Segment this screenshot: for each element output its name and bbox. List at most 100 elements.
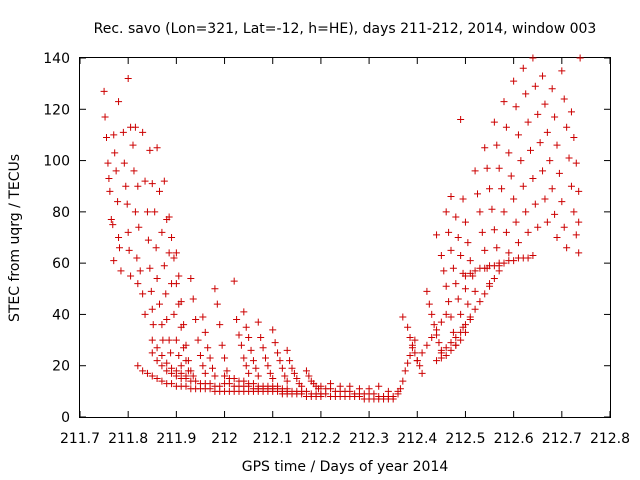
data-point	[572, 159, 580, 167]
data-point	[483, 164, 491, 172]
y-tick-label: 0	[61, 410, 70, 426]
data-point	[177, 298, 185, 306]
data-point	[223, 367, 231, 375]
data-point	[242, 362, 250, 370]
data-point	[177, 362, 185, 370]
data-point	[170, 254, 178, 262]
data-point	[476, 208, 484, 216]
data-point	[514, 239, 522, 247]
data-point	[158, 362, 166, 370]
data-point	[524, 118, 532, 126]
x-tick-label: 212.6	[494, 431, 534, 447]
data-point	[365, 385, 373, 393]
data-point	[558, 67, 566, 75]
data-point	[240, 308, 248, 316]
data-point	[196, 351, 204, 359]
data-point	[517, 157, 525, 165]
data-point	[490, 118, 498, 126]
data-point	[264, 362, 272, 370]
data-point	[560, 223, 568, 231]
data-point	[206, 380, 214, 388]
data-point	[180, 321, 188, 329]
data-point	[293, 375, 301, 383]
data-point	[206, 354, 214, 362]
data-point	[115, 234, 123, 241]
data-point	[221, 354, 229, 362]
y-axis: 0 20 40 60 80 100 120 140	[43, 51, 610, 426]
data-point	[133, 254, 141, 262]
data-point	[370, 390, 378, 398]
data-point	[262, 354, 269, 362]
data-point	[245, 369, 253, 377]
data-point	[117, 267, 125, 275]
data-point	[143, 369, 151, 377]
data-point	[563, 244, 571, 252]
data-point	[454, 234, 462, 241]
y-tick-label: 140	[43, 51, 70, 67]
data-point	[201, 328, 209, 336]
data-point	[302, 367, 310, 375]
data-point	[172, 280, 180, 288]
data-point	[163, 359, 171, 367]
data-point	[242, 323, 250, 331]
data-point	[510, 77, 518, 85]
data-point	[153, 275, 161, 283]
data-point	[433, 231, 441, 239]
data-point	[134, 182, 142, 190]
data-point	[495, 267, 503, 275]
y-tick-label: 20	[52, 359, 70, 375]
data-point	[346, 382, 354, 390]
data-point	[192, 316, 200, 324]
data-point	[148, 372, 156, 380]
data-point	[123, 200, 131, 208]
data-point	[401, 367, 409, 375]
data-point	[249, 380, 257, 388]
data-point	[237, 341, 245, 349]
data-point	[558, 198, 566, 206]
data-point	[305, 372, 313, 380]
data-point	[276, 357, 284, 365]
data-point	[269, 375, 277, 383]
data-point	[125, 246, 133, 254]
data-point	[139, 367, 147, 375]
data-point	[211, 372, 219, 380]
data-point	[505, 249, 513, 257]
data-point	[103, 133, 110, 141]
data-point	[565, 154, 573, 162]
data-point	[486, 185, 494, 193]
data-point	[120, 159, 128, 167]
data-point	[466, 269, 474, 277]
data-point	[433, 331, 441, 339]
data-point	[158, 321, 166, 329]
data-point	[149, 321, 157, 329]
data-point	[189, 295, 197, 303]
data-point	[543, 218, 551, 226]
data-point	[317, 382, 325, 390]
data-point	[278, 364, 286, 372]
data-point	[437, 354, 445, 362]
data-point	[575, 218, 583, 226]
data-point	[327, 380, 335, 388]
data-point	[134, 362, 142, 370]
data-point	[240, 354, 248, 362]
data-point	[548, 185, 556, 193]
data-point	[567, 182, 575, 190]
data-point	[464, 239, 472, 247]
data-point	[519, 182, 527, 190]
data-point	[127, 272, 135, 280]
data-point	[148, 336, 156, 344]
data-point	[449, 264, 457, 272]
data-point	[488, 205, 496, 213]
data-point	[457, 116, 465, 124]
data-point	[109, 221, 117, 229]
data-point	[104, 159, 112, 167]
data-point	[119, 128, 127, 136]
data-point	[442, 282, 450, 290]
data-point	[271, 339, 279, 347]
data-point	[153, 144, 161, 152]
data-point	[168, 364, 176, 372]
data-point	[471, 287, 479, 295]
data-point	[112, 167, 120, 175]
data-point	[502, 123, 510, 131]
